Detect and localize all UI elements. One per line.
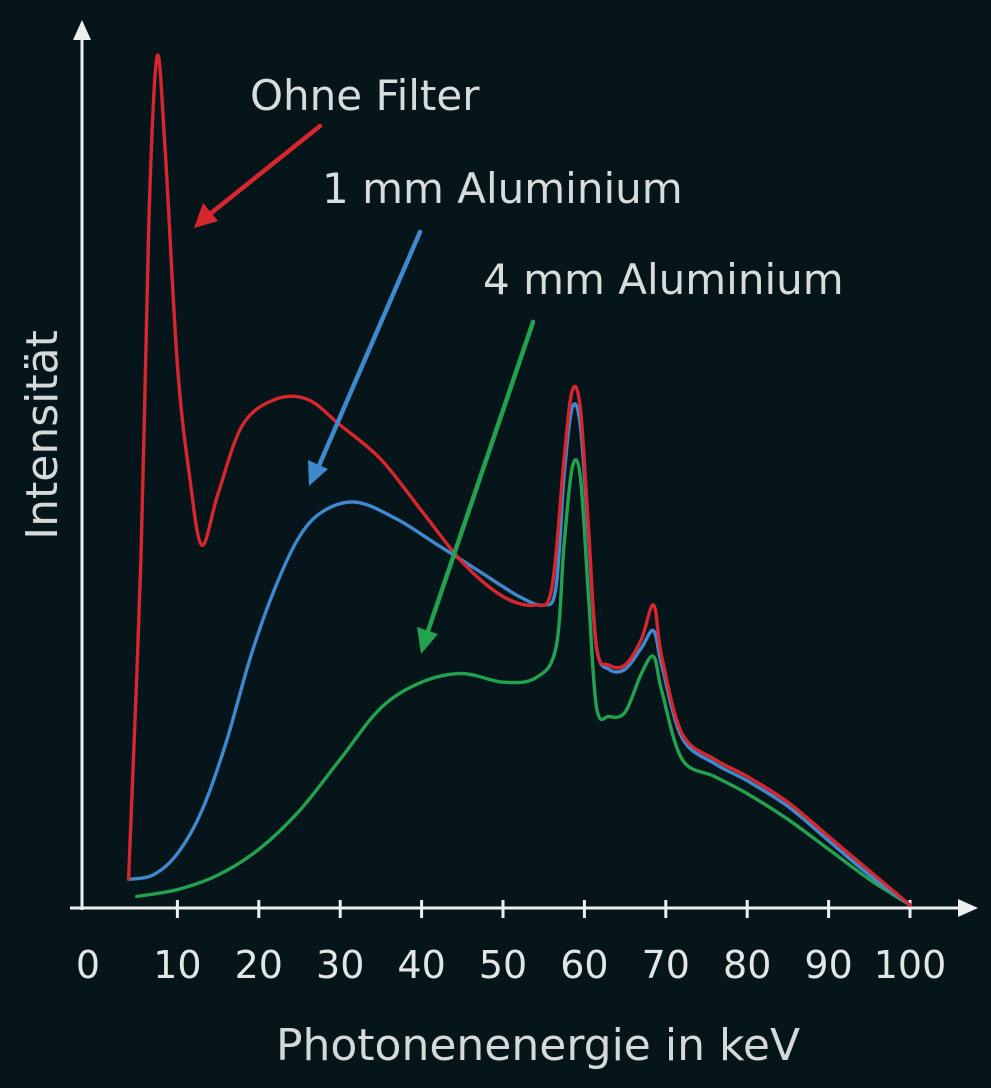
arrow-1mm-aluminium (315, 229, 423, 471)
x-tick-label-30: 30 (316, 943, 364, 987)
annotation-ohne-filter: Ohne Filter (194, 71, 480, 228)
x-tick-label-20: 20 (235, 943, 283, 987)
series-line-1-mm-aluminium (126, 402, 912, 907)
annotation-label-1mm-aluminium: 1 mm Aluminium (322, 164, 683, 213)
axes (70, 20, 978, 917)
arrow-4mm-aluminium (424, 319, 536, 637)
x-tick-labels: 0 10 20 30 40 50 60 70 80 90 100 (76, 943, 946, 987)
x-axis-arrowhead (958, 899, 978, 917)
x-tick-label-100: 100 (874, 943, 947, 987)
annotation-1mm: 1 mm Aluminium (308, 164, 683, 486)
x-tick-label-60: 60 (560, 943, 608, 987)
series-line-ohne-filter (126, 53, 912, 907)
x-tick-label-90: 90 (804, 943, 852, 987)
x-tick-label-70: 70 (642, 943, 690, 987)
x-axis-label: Photonenenergie in keV (276, 1020, 800, 1071)
annotation-4mm: 4 mm Aluminium (417, 255, 844, 654)
annotation-label-ohne-filter: Ohne Filter (250, 71, 480, 120)
arrow-ohne-filter (207, 123, 323, 217)
arrowhead-1mm-aluminium (308, 460, 328, 486)
x-tick-label-80: 80 (723, 943, 771, 987)
x-tick-label-10: 10 (153, 943, 201, 987)
series-lines (126, 53, 912, 907)
arrowhead-ohne-filter (194, 203, 218, 228)
x-tick-label-0: 0 (76, 943, 100, 987)
x-tick-label-50: 50 (479, 943, 527, 987)
series-line-4-mm-aluminium (135, 458, 912, 907)
annotation-label-4mm-aluminium: 4 mm Aluminium (483, 255, 844, 304)
arrowhead-4mm-aluminium (417, 627, 438, 654)
y-axis-arrowhead (73, 20, 91, 40)
x-tick-label-40: 40 (397, 943, 445, 987)
y-axis-label: Intensität (17, 330, 68, 540)
